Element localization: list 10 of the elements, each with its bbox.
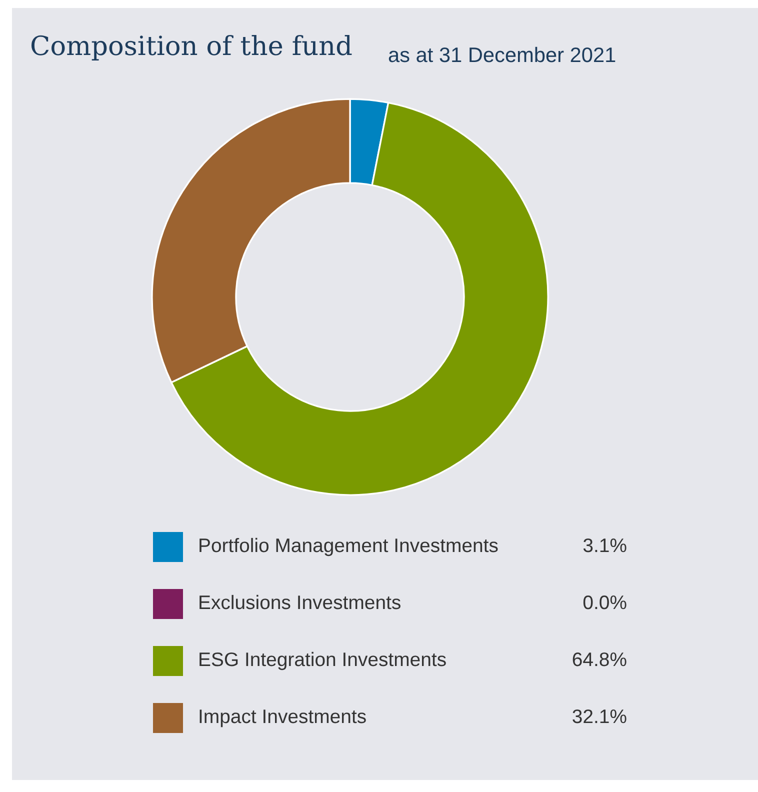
- legend-label: Impact Investments: [200, 710, 366, 728]
- legend-label: Exclusions Investments: [200, 594, 400, 610]
- data-label: 32.1%: [572, 709, 626, 724]
- legend-label: Portfolio Management Investments: [200, 538, 498, 556]
- chart-title: Composition of the fund: [31, 34, 352, 60]
- chart-subtitle: as at 31 December 2021: [388, 46, 616, 62]
- legend-label: ESG Integration Investments: [200, 652, 446, 670]
- data-label: 64.8%: [572, 652, 626, 666]
- text: 0.0%: [583, 595, 626, 610]
- data-label: 3.1%: [583, 538, 626, 552]
